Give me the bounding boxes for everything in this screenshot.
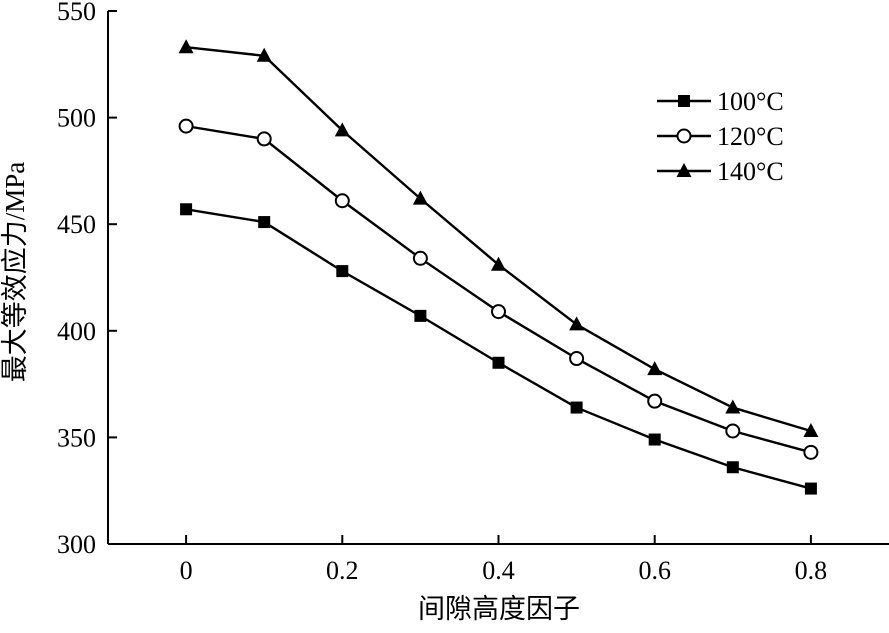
legend-marker bbox=[676, 163, 692, 177]
data-point bbox=[803, 423, 819, 438]
data-point bbox=[648, 433, 661, 446]
data-point bbox=[647, 361, 663, 376]
series-2 bbox=[178, 118, 819, 460]
legend-label: 100°C bbox=[717, 87, 784, 116]
data-point bbox=[725, 423, 741, 439]
x-tick-label: 0.6 bbox=[638, 556, 671, 585]
x-axis-label: 间隙高度因子 bbox=[418, 594, 580, 624]
y-tick-label: 450 bbox=[57, 210, 96, 239]
data-point bbox=[491, 304, 506, 320]
data-point bbox=[726, 461, 739, 474]
y-tick-label: 350 bbox=[57, 423, 96, 452]
data-point bbox=[256, 131, 272, 147]
data-point bbox=[180, 203, 193, 216]
data-point bbox=[803, 444, 819, 460]
x-tick-label: 0.2 bbox=[326, 556, 359, 585]
legend-item: 120°C bbox=[657, 122, 784, 151]
y-tick-label: 500 bbox=[57, 104, 96, 133]
data-point bbox=[570, 401, 583, 414]
data-point bbox=[569, 316, 585, 331]
data-point bbox=[414, 309, 427, 322]
y-axis-label: 最大等效应力/MPa bbox=[0, 162, 30, 383]
legend-label: 140°C bbox=[717, 157, 784, 186]
legend-item: 140°C bbox=[657, 157, 784, 186]
data-point bbox=[178, 39, 194, 54]
x-tick-label: 0 bbox=[180, 556, 193, 585]
legend-marker bbox=[678, 95, 690, 107]
series-3 bbox=[178, 39, 819, 438]
data-point bbox=[336, 265, 349, 278]
legend-label: 120°C bbox=[717, 122, 784, 151]
x-tick-label: 0.4 bbox=[482, 556, 515, 585]
data-point bbox=[491, 256, 506, 271]
data-point bbox=[258, 216, 271, 229]
data-point bbox=[412, 190, 428, 205]
data-point bbox=[492, 356, 505, 369]
series-1 bbox=[180, 203, 817, 495]
data-point bbox=[178, 118, 194, 134]
series-layer bbox=[178, 39, 819, 495]
x-tick-label: 0.8 bbox=[795, 556, 828, 585]
series-line bbox=[185, 208, 812, 490]
y-tick-label: 300 bbox=[57, 530, 96, 559]
legend: 100°C 120°C 140°C bbox=[657, 87, 784, 186]
data-point bbox=[804, 482, 817, 495]
data-point bbox=[569, 351, 585, 367]
legend-marker bbox=[676, 128, 692, 144]
y-tick-label: 550 bbox=[57, 0, 96, 26]
data-point bbox=[647, 393, 663, 409]
axes: 300 350 400 450 500 550 0 0.2 0.4 0.6 0.8 bbox=[57, 0, 889, 585]
data-point bbox=[725, 399, 741, 414]
data-point bbox=[412, 250, 428, 266]
data-point bbox=[256, 47, 272, 62]
data-point bbox=[334, 193, 350, 209]
y-tick-label: 400 bbox=[57, 317, 96, 346]
data-point bbox=[334, 122, 350, 137]
legend-item: 100°C bbox=[657, 87, 784, 116]
